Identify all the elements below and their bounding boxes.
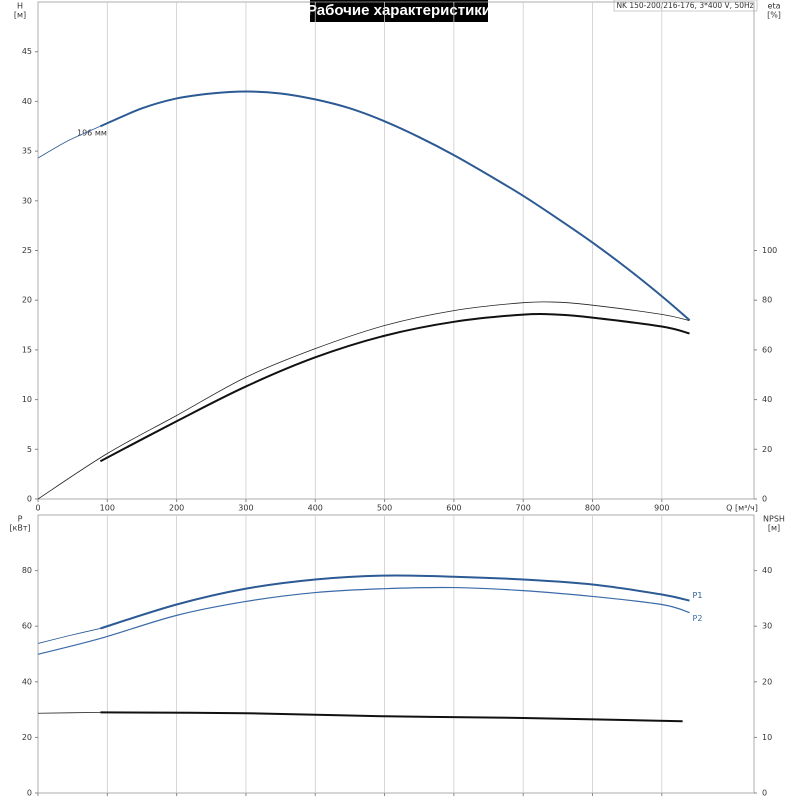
x-tick-label: 0 <box>35 504 40 513</box>
y-tick-label: 35 <box>22 147 32 156</box>
curve <box>100 574 690 630</box>
title-box <box>310 0 488 22</box>
y-axis-label: P <box>18 515 23 524</box>
y2-axis-label: eta <box>768 2 781 11</box>
y2-tick-label: 0 <box>762 789 767 798</box>
y2-tick-label: 60 <box>762 345 772 354</box>
x-tick-label: 900 <box>654 504 669 513</box>
x-tick-label: 600 <box>446 504 461 513</box>
y2-tick-label: 0 <box>762 495 767 504</box>
y-tick-label: 15 <box>22 345 32 354</box>
y-tick-label: 20 <box>22 296 32 305</box>
y2-tick-label: 30 <box>762 622 772 631</box>
curve <box>37 586 690 655</box>
curve <box>37 125 101 159</box>
y-tick-label: 30 <box>22 196 32 205</box>
y-tick-label: 25 <box>22 246 32 255</box>
curve <box>37 628 101 644</box>
y-tick-label: 10 <box>22 395 32 404</box>
y2-tick-label: 20 <box>762 445 772 454</box>
subtitle: NK 150-200/216-176, 3*400 V, 50Hz <box>616 1 753 10</box>
y-axis-unit: [кВт] <box>9 524 30 533</box>
chart-title: Рабочие характеристики <box>307 2 491 19</box>
x-tick-label: 400 <box>308 504 323 513</box>
y-axis-label: H <box>17 2 23 11</box>
curve-label: P1 <box>693 591 703 600</box>
y-tick-label: 0 <box>27 789 32 798</box>
y2-axis-unit: [м] <box>768 524 780 533</box>
x-tick-label: 100 <box>100 504 115 513</box>
x-tick-label: 800 <box>585 504 600 513</box>
x-tick-label: 200 <box>169 504 184 513</box>
curve <box>99 312 690 463</box>
y-tick-label: 20 <box>22 733 32 742</box>
y-tick-label: 60 <box>22 622 32 631</box>
y-tick-label: 45 <box>22 47 32 56</box>
y-tick-label: 80 <box>22 566 32 575</box>
subtitle-box <box>613 0 758 12</box>
curve <box>100 711 683 723</box>
y2-tick-label: 100 <box>762 246 777 255</box>
curve <box>37 301 690 500</box>
y2-tick-label: 10 <box>762 733 772 742</box>
curve-annotation: 196 мм <box>77 129 107 138</box>
y-axis-unit: [м] <box>14 11 26 20</box>
x-axis-label: Q [м³/ч] <box>726 504 758 513</box>
y2-axis-unit: [%] <box>767 11 781 20</box>
y-tick-label: 40 <box>22 97 32 106</box>
x-tick-label: 300 <box>238 504 253 513</box>
curve-label: P2 <box>693 614 703 623</box>
y2-axis-label: NPSH <box>763 515 785 524</box>
x-tick-label: 500 <box>377 504 392 513</box>
y2-tick-label: 20 <box>762 677 772 686</box>
x-tick-label: 700 <box>516 504 531 513</box>
y-tick-label: 40 <box>22 677 32 686</box>
curve <box>99 90 691 321</box>
y-tick-label: 5 <box>27 445 32 454</box>
y-tick-label: 0 <box>27 495 32 504</box>
curve <box>37 711 101 714</box>
y2-tick-label: 40 <box>762 395 772 404</box>
y2-tick-label: 80 <box>762 296 772 305</box>
y2-tick-label: 40 <box>762 566 772 575</box>
